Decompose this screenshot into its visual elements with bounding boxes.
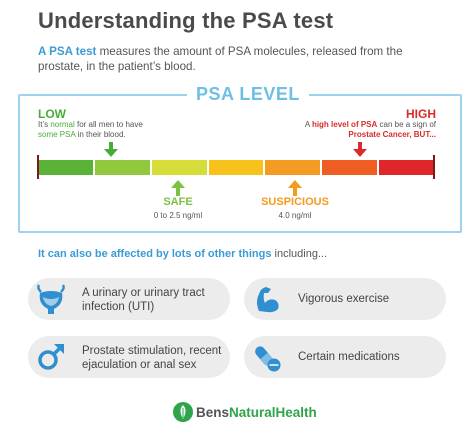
suspicious-marker-arrow-icon: [288, 180, 302, 196]
low-desc-part: for all men to have: [74, 120, 143, 129]
brand-name: BensNaturalHealth: [196, 405, 317, 420]
high-desc-part: A: [304, 120, 312, 129]
low-label: LOW: [38, 107, 66, 121]
scale-segment: [320, 160, 378, 175]
factor-text: Certain medications: [298, 351, 400, 363]
scale-segment: [149, 160, 207, 175]
male-symbol-icon: [38, 344, 64, 370]
psa-scale-bar: [38, 160, 435, 175]
scale-end-tick: [433, 155, 435, 179]
high-description: A high level of PSA can be a sign of Pro…: [291, 120, 436, 140]
brand-logo: BensNaturalHealth: [172, 401, 317, 423]
flexed-arm-icon: [257, 287, 279, 313]
suspicious-label: SUSPICIOUS: [261, 196, 329, 208]
high-desc-part: can be a sign of: [377, 120, 437, 129]
psa-level-title: PSA LEVEL: [187, 84, 309, 105]
also-affected-text: It can also be affected by lots of other…: [38, 248, 327, 260]
factor-text: Prostate stimulation, recent ejaculation…: [82, 345, 222, 371]
also-part-a: It can also be affected by: [38, 248, 172, 260]
suspicious-range: 4.0 ng/ml: [278, 211, 312, 220]
low-desc-some-psa: some PSA: [38, 130, 76, 139]
factor-text: A urinary or urinary tract infection (UT…: [82, 287, 205, 313]
low-description: It’s normal for all men to have some PSA…: [38, 120, 148, 140]
high-label: HIGH: [406, 107, 436, 121]
low-desc-normal: normal: [50, 120, 75, 129]
bladder-icon: [37, 284, 65, 314]
also-part-b: lots of other things: [171, 248, 272, 260]
brand-name-part-a: Bens: [196, 405, 230, 420]
brand-name-part-b: NaturalHealth: [229, 405, 317, 420]
scale-start-tick: [37, 155, 39, 179]
page-title: Understanding the PSA test: [38, 8, 334, 33]
scale-segment: [92, 160, 150, 175]
factor-card-stimulation: Prostate stimulation, recent ejaculation…: [28, 336, 230, 378]
scale-segment: [38, 160, 93, 175]
factor-card-uti: A urinary or urinary tract infection (UT…: [28, 278, 230, 320]
safe-range: 0 to 2.5 ng/ml: [153, 211, 203, 220]
intro-highlight: A PSA test: [38, 45, 97, 58]
low-desc-part: It’s: [38, 120, 51, 129]
factor-text: Vigorous exercise: [298, 293, 390, 305]
safe-label: SAFE: [163, 196, 193, 208]
pills-icon: [255, 346, 281, 372]
high-desc-cancer: Prostate Cancer, BUT...: [348, 130, 436, 139]
scale-segment: [206, 160, 264, 175]
high-desc-level: high level of PSA: [311, 120, 378, 129]
intro-paragraph: A PSA test measures the amount of PSA mo…: [38, 44, 450, 74]
factor-card-exercise: Vigorous exercise: [244, 278, 446, 320]
low-marker-arrow-icon: [104, 142, 118, 157]
scale-segment: [263, 160, 321, 175]
high-marker-arrow-icon: [353, 142, 367, 157]
leaf-logo-icon: [173, 402, 193, 422]
scale-segment: [377, 160, 435, 175]
intro-text: measures the amount of PSA molecules, re…: [38, 45, 403, 73]
low-desc-part: in their blood.: [75, 130, 126, 139]
safe-marker-arrow-icon: [171, 180, 185, 196]
also-part-c: including...: [271, 248, 328, 260]
factor-card-medications: Certain medications: [244, 336, 446, 378]
